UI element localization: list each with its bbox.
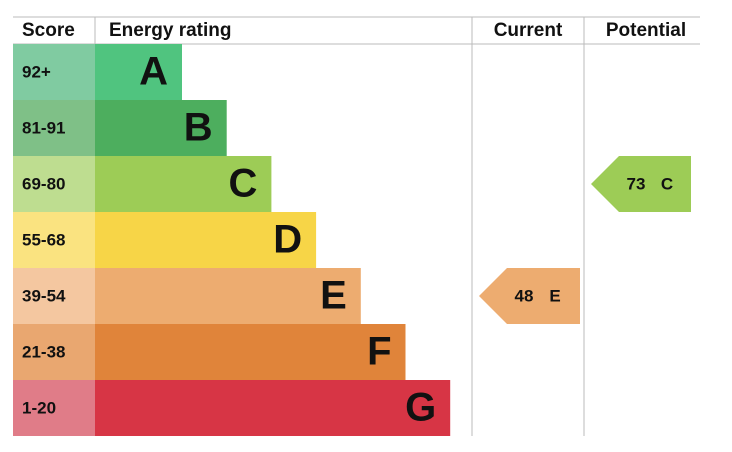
score-cell <box>13 324 95 380</box>
score-cell <box>13 44 95 100</box>
score-label: 39-54 <box>22 286 66 305</box>
header-current: Current <box>494 20 563 41</box>
header-rating: Energy rating <box>109 20 231 41</box>
rating-letter: D <box>273 218 302 262</box>
potential-arrow <box>591 156 691 212</box>
header-score: Score <box>22 20 75 41</box>
rating-bar <box>95 380 451 436</box>
score-label: 69-80 <box>22 174 65 193</box>
current-letter: E <box>549 286 560 305</box>
rating-bar <box>95 156 272 212</box>
score-label: 55-68 <box>22 230 65 249</box>
rating-letter: A <box>139 50 168 94</box>
score-cell <box>13 380 95 436</box>
rating-letter: B <box>184 106 213 150</box>
score-cell <box>13 212 95 268</box>
potential-letter: C <box>661 174 673 193</box>
rating-bar <box>95 268 361 324</box>
rating-bar <box>95 212 317 268</box>
rating-letter: G <box>405 386 436 430</box>
rating-letter: F <box>367 330 391 374</box>
current-indicator: 48 E <box>479 268 580 324</box>
score-cell <box>13 100 95 156</box>
score-label: 21-38 <box>22 342 65 361</box>
potential-value: 73 <box>627 174 646 193</box>
score-cell <box>13 268 95 324</box>
score-label: 81-91 <box>22 118 65 137</box>
score-cell <box>13 156 95 212</box>
score-label: 1-20 <box>22 398 56 417</box>
rating-bar <box>95 324 406 380</box>
current-value: 48 <box>515 286 534 305</box>
rating-letter: C <box>229 162 258 206</box>
current-arrow <box>479 268 580 324</box>
rating-letter: E <box>320 274 347 318</box>
score-label: 92+ <box>22 62 51 81</box>
header-potential: Potential <box>606 20 686 41</box>
potential-indicator: 73 C <box>591 156 691 212</box>
rating-bar <box>95 100 227 156</box>
rating-bar <box>95 44 182 100</box>
